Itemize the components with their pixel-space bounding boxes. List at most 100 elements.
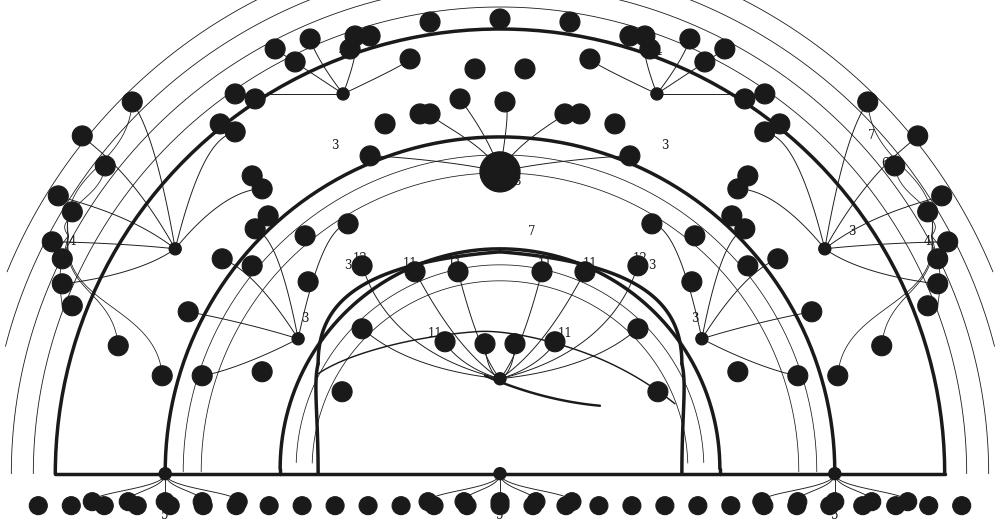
Circle shape bbox=[651, 88, 663, 100]
Text: 11: 11 bbox=[448, 257, 462, 270]
Circle shape bbox=[352, 319, 372, 339]
Circle shape bbox=[563, 493, 581, 511]
Text: 12: 12 bbox=[358, 322, 372, 335]
Circle shape bbox=[225, 122, 245, 142]
Circle shape bbox=[95, 497, 113, 515]
Circle shape bbox=[122, 92, 142, 112]
Circle shape bbox=[623, 497, 641, 515]
Text: 3: 3 bbox=[301, 312, 309, 325]
Circle shape bbox=[640, 39, 660, 59]
Circle shape bbox=[360, 146, 380, 166]
Circle shape bbox=[755, 84, 775, 104]
Circle shape bbox=[928, 274, 948, 294]
Circle shape bbox=[770, 114, 790, 134]
Circle shape bbox=[360, 26, 380, 46]
Text: 3: 3 bbox=[648, 259, 656, 272]
Circle shape bbox=[178, 302, 198, 322]
Circle shape bbox=[458, 497, 476, 515]
Circle shape bbox=[689, 497, 707, 515]
Circle shape bbox=[768, 249, 788, 269]
Circle shape bbox=[242, 166, 262, 186]
Circle shape bbox=[858, 92, 878, 112]
Circle shape bbox=[872, 336, 892, 356]
Circle shape bbox=[628, 319, 648, 339]
Text: 4: 4 bbox=[924, 235, 931, 248]
Circle shape bbox=[229, 493, 247, 511]
Circle shape bbox=[455, 493, 473, 511]
Circle shape bbox=[227, 497, 245, 515]
Circle shape bbox=[169, 243, 181, 255]
Circle shape bbox=[42, 232, 62, 252]
Circle shape bbox=[161, 497, 179, 515]
Circle shape bbox=[265, 39, 285, 59]
Circle shape bbox=[826, 493, 844, 511]
Circle shape bbox=[887, 497, 905, 515]
Circle shape bbox=[260, 497, 278, 515]
Text: 8: 8 bbox=[513, 176, 521, 189]
Circle shape bbox=[242, 256, 262, 276]
Circle shape bbox=[410, 104, 430, 124]
Text: 11: 11 bbox=[538, 257, 552, 270]
Circle shape bbox=[491, 493, 509, 511]
Circle shape bbox=[828, 366, 848, 386]
Circle shape bbox=[863, 493, 881, 511]
Circle shape bbox=[62, 296, 82, 316]
Circle shape bbox=[152, 366, 172, 386]
Circle shape bbox=[338, 214, 358, 234]
Circle shape bbox=[326, 497, 344, 515]
Circle shape bbox=[293, 497, 311, 515]
Text: 6: 6 bbox=[881, 157, 889, 170]
Text: 11: 11 bbox=[428, 328, 442, 340]
Text: 4: 4 bbox=[338, 46, 346, 59]
Circle shape bbox=[938, 232, 958, 252]
Circle shape bbox=[738, 256, 758, 276]
Circle shape bbox=[392, 497, 410, 515]
Circle shape bbox=[475, 334, 495, 354]
Circle shape bbox=[635, 26, 655, 46]
Circle shape bbox=[545, 332, 565, 352]
Text: 5: 5 bbox=[161, 509, 169, 522]
Circle shape bbox=[695, 52, 715, 72]
Circle shape bbox=[95, 156, 115, 176]
Text: 4: 4 bbox=[69, 235, 76, 248]
Text: 5: 5 bbox=[496, 509, 504, 522]
Circle shape bbox=[908, 126, 928, 146]
Circle shape bbox=[490, 9, 510, 29]
Circle shape bbox=[728, 362, 748, 382]
Text: 5: 5 bbox=[831, 509, 839, 522]
Circle shape bbox=[755, 497, 773, 515]
Circle shape bbox=[648, 382, 668, 402]
Circle shape bbox=[192, 366, 212, 386]
Circle shape bbox=[400, 49, 420, 69]
Circle shape bbox=[715, 39, 735, 59]
Circle shape bbox=[515, 59, 535, 79]
Circle shape bbox=[194, 497, 212, 515]
Circle shape bbox=[505, 334, 525, 354]
Circle shape bbox=[524, 497, 542, 515]
Circle shape bbox=[575, 262, 595, 282]
Circle shape bbox=[435, 332, 455, 352]
Circle shape bbox=[252, 179, 272, 199]
Circle shape bbox=[821, 497, 839, 515]
Text: 11: 11 bbox=[558, 328, 572, 340]
Circle shape bbox=[738, 166, 758, 186]
Circle shape bbox=[62, 497, 80, 515]
Circle shape bbox=[560, 12, 580, 32]
Circle shape bbox=[345, 26, 365, 46]
Circle shape bbox=[352, 256, 372, 276]
Text: 3: 3 bbox=[661, 139, 669, 152]
Circle shape bbox=[258, 206, 278, 226]
Circle shape bbox=[605, 114, 625, 134]
Circle shape bbox=[642, 214, 662, 234]
Circle shape bbox=[788, 497, 806, 515]
Circle shape bbox=[494, 373, 506, 385]
Circle shape bbox=[656, 497, 674, 515]
Circle shape bbox=[108, 336, 128, 356]
Circle shape bbox=[480, 152, 520, 192]
Circle shape bbox=[557, 497, 575, 515]
Circle shape bbox=[696, 333, 708, 345]
Circle shape bbox=[62, 202, 82, 222]
Circle shape bbox=[620, 146, 640, 166]
Circle shape bbox=[156, 493, 174, 511]
Circle shape bbox=[405, 262, 425, 282]
